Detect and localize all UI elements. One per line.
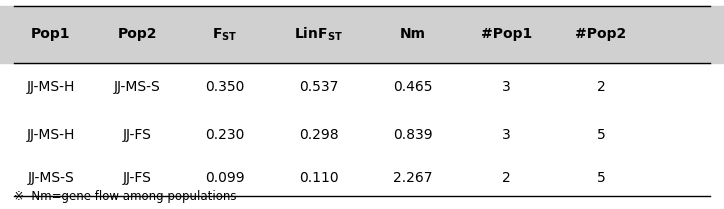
Text: 0.298: 0.298 [299, 128, 338, 142]
Text: 0.099: 0.099 [205, 171, 244, 185]
Text: Pop1: Pop1 [31, 28, 70, 41]
Text: JJ-MS-H: JJ-MS-H [27, 80, 75, 94]
Text: 0.839: 0.839 [393, 128, 432, 142]
Text: $\mathregular{LinF_{ST}}$: $\mathregular{LinF_{ST}}$ [294, 26, 343, 43]
Text: 3: 3 [502, 80, 511, 94]
Text: 3: 3 [502, 128, 511, 142]
Text: JJ-MS-S: JJ-MS-S [114, 80, 161, 94]
Text: $\mathregular{F_{ST}}$: $\mathregular{F_{ST}}$ [212, 26, 237, 43]
Text: 2.267: 2.267 [393, 171, 432, 185]
Text: 0.230: 0.230 [205, 128, 244, 142]
Text: JJ-MS-H: JJ-MS-H [27, 128, 75, 142]
Text: Pop2: Pop2 [118, 28, 157, 41]
Text: #Pop1: #Pop1 [481, 28, 532, 41]
Text: #Pop2: #Pop2 [576, 28, 626, 41]
Text: 5: 5 [597, 171, 605, 185]
Bar [0, 6, 724, 63]
Text: 0.350: 0.350 [205, 80, 244, 94]
Text: JJ-FS: JJ-FS [123, 128, 152, 142]
Text: 0.537: 0.537 [299, 80, 338, 94]
Text: 2: 2 [597, 80, 605, 94]
Text: ※  Nm=gene flow among populations: ※ Nm=gene flow among populations [14, 190, 237, 203]
Text: JJ-MS-S: JJ-MS-S [28, 171, 74, 185]
Text: JJ-FS: JJ-FS [123, 171, 152, 185]
Text: 0.110: 0.110 [299, 171, 338, 185]
Text: 0.465: 0.465 [393, 80, 432, 94]
Text: 5: 5 [597, 128, 605, 142]
Text: Nm: Nm [400, 28, 426, 41]
Text: 2: 2 [502, 171, 511, 185]
